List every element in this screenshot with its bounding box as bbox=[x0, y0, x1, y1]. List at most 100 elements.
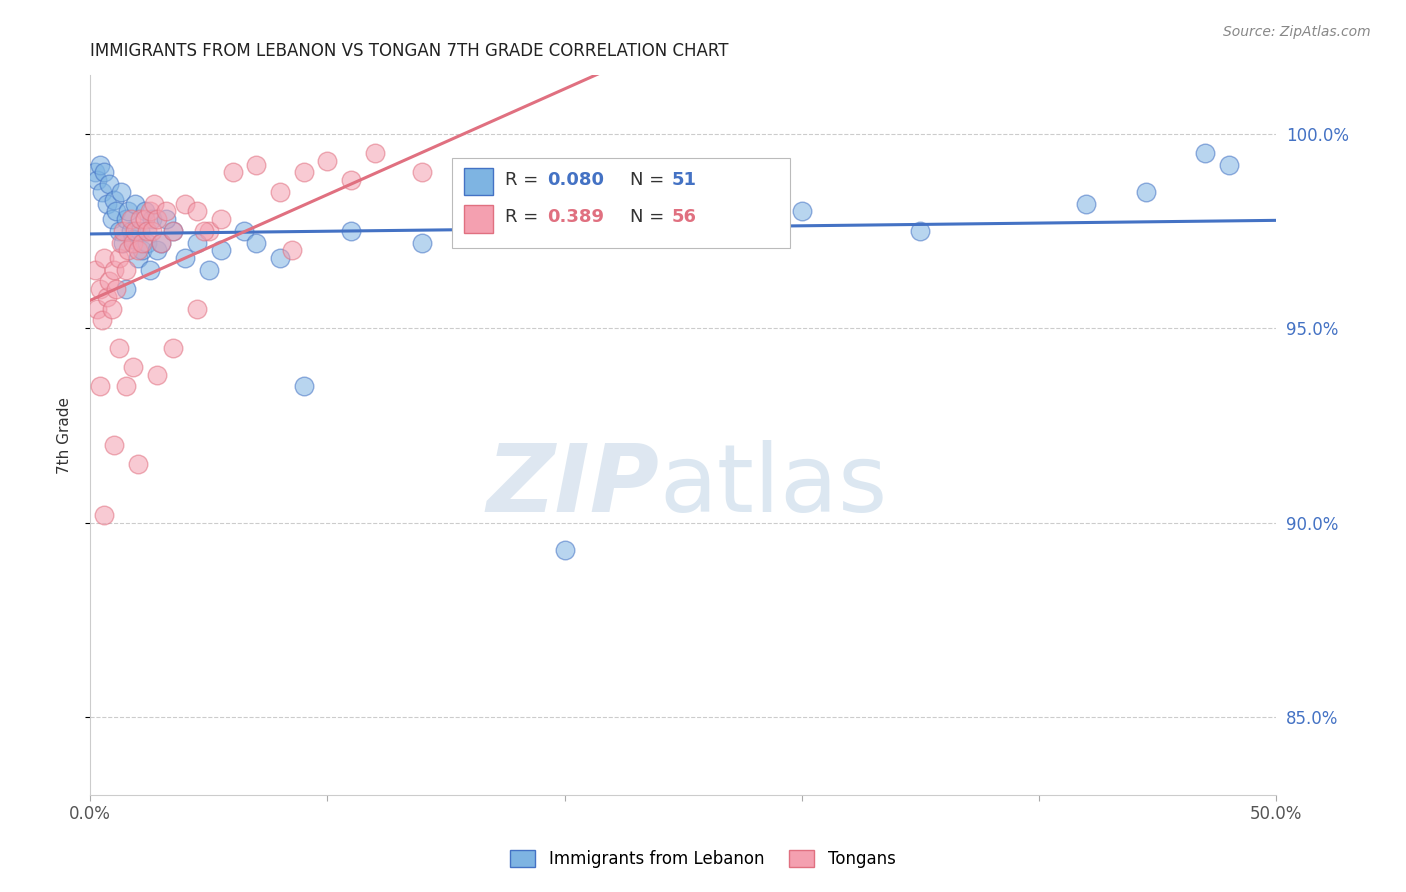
Point bbox=[112, 224, 135, 238]
Point bbox=[193, 224, 215, 238]
Point bbox=[114, 282, 136, 296]
Point bbox=[150, 235, 173, 250]
Point bbox=[84, 262, 107, 277]
Point bbox=[134, 212, 156, 227]
Point bbox=[145, 212, 167, 227]
Point bbox=[105, 282, 128, 296]
Point bbox=[145, 368, 167, 382]
Point bbox=[143, 196, 166, 211]
Point bbox=[114, 379, 136, 393]
Point bbox=[1218, 158, 1240, 172]
Point bbox=[340, 224, 363, 238]
Point bbox=[127, 458, 149, 472]
Point bbox=[755, 212, 778, 227]
Point bbox=[145, 244, 167, 258]
Point bbox=[114, 262, 136, 277]
Point bbox=[107, 251, 129, 265]
Point bbox=[110, 185, 132, 199]
Point bbox=[86, 301, 108, 316]
Point bbox=[1194, 146, 1216, 161]
Point bbox=[122, 359, 145, 374]
Point bbox=[107, 224, 129, 238]
Text: 0.389: 0.389 bbox=[547, 208, 603, 226]
Point bbox=[186, 204, 208, 219]
Point bbox=[138, 204, 160, 219]
Point bbox=[162, 341, 184, 355]
Point bbox=[162, 224, 184, 238]
Point bbox=[89, 379, 111, 393]
Point bbox=[127, 244, 149, 258]
Text: R =: R = bbox=[505, 208, 544, 226]
Y-axis label: 7th Grade: 7th Grade bbox=[58, 397, 72, 474]
Text: N =: N = bbox=[630, 170, 669, 188]
Point bbox=[122, 232, 145, 246]
Point bbox=[292, 379, 315, 393]
Point bbox=[910, 224, 932, 238]
Text: R =: R = bbox=[505, 170, 544, 188]
Point bbox=[91, 185, 114, 199]
Point bbox=[124, 196, 146, 211]
Point bbox=[136, 224, 159, 238]
Point bbox=[141, 224, 163, 238]
Point bbox=[103, 438, 125, 452]
Point bbox=[411, 235, 433, 250]
Point bbox=[292, 165, 315, 179]
Point bbox=[141, 212, 163, 227]
Point bbox=[93, 508, 115, 522]
Text: ZIP: ZIP bbox=[486, 440, 659, 532]
Point bbox=[458, 185, 481, 199]
Point bbox=[91, 313, 114, 327]
Point bbox=[93, 251, 115, 265]
Point bbox=[134, 204, 156, 219]
Point bbox=[120, 212, 142, 227]
Point bbox=[269, 251, 291, 265]
Point bbox=[198, 224, 221, 238]
Point bbox=[98, 177, 121, 191]
Point bbox=[174, 251, 197, 265]
Point bbox=[162, 224, 184, 238]
Point bbox=[138, 262, 160, 277]
Point bbox=[84, 165, 107, 179]
Point bbox=[411, 165, 433, 179]
Point bbox=[281, 244, 304, 258]
Text: atlas: atlas bbox=[659, 440, 887, 532]
Point bbox=[1135, 185, 1157, 199]
FancyBboxPatch shape bbox=[464, 168, 494, 195]
Point bbox=[458, 224, 481, 238]
Point bbox=[100, 212, 122, 227]
FancyBboxPatch shape bbox=[464, 205, 494, 233]
Text: IMMIGRANTS FROM LEBANON VS TONGAN 7TH GRADE CORRELATION CHART: IMMIGRANTS FROM LEBANON VS TONGAN 7TH GR… bbox=[90, 42, 728, 60]
Point bbox=[96, 196, 118, 211]
Point bbox=[110, 235, 132, 250]
Legend: Immigrants from Lebanon, Tongans: Immigrants from Lebanon, Tongans bbox=[503, 843, 903, 875]
Point bbox=[129, 224, 152, 238]
Point bbox=[93, 165, 115, 179]
Point bbox=[120, 224, 142, 238]
Point bbox=[1076, 196, 1098, 211]
Point bbox=[364, 146, 387, 161]
Point bbox=[245, 235, 267, 250]
Text: Source: ZipAtlas.com: Source: ZipAtlas.com bbox=[1223, 25, 1371, 39]
Point bbox=[136, 235, 159, 250]
Point bbox=[672, 224, 695, 238]
Point bbox=[103, 262, 125, 277]
Point bbox=[124, 224, 146, 238]
Point bbox=[245, 158, 267, 172]
Point bbox=[117, 244, 139, 258]
Point bbox=[103, 193, 125, 207]
Point bbox=[233, 224, 256, 238]
Point bbox=[155, 212, 177, 227]
Point bbox=[174, 196, 197, 211]
Text: 56: 56 bbox=[671, 208, 696, 226]
Text: N =: N = bbox=[630, 208, 669, 226]
Point bbox=[127, 251, 149, 265]
Point bbox=[613, 212, 636, 227]
Point bbox=[114, 212, 136, 227]
Point bbox=[86, 173, 108, 187]
Point bbox=[186, 235, 208, 250]
Point bbox=[105, 204, 128, 219]
Point bbox=[186, 301, 208, 316]
Point bbox=[209, 244, 232, 258]
Point bbox=[89, 282, 111, 296]
Point bbox=[209, 212, 232, 227]
